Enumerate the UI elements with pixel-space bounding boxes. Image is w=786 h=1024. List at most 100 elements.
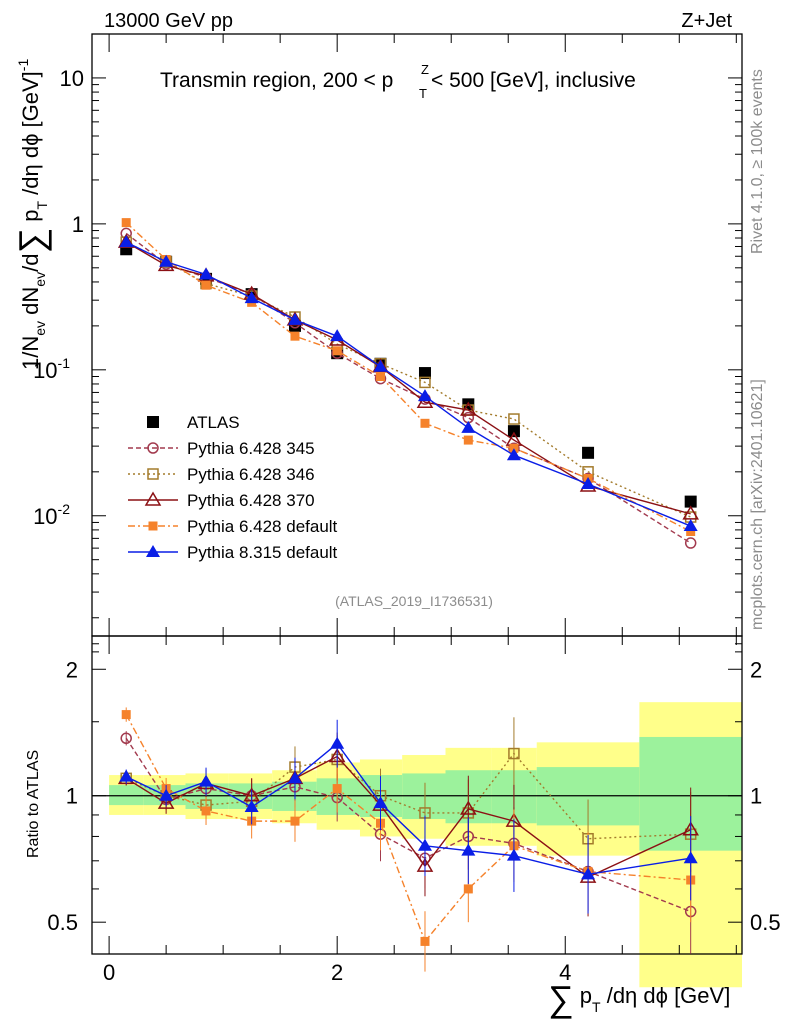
ratio-point — [463, 884, 473, 894]
legend-item: Pythia 6.428 default — [128, 517, 338, 536]
data-point — [508, 413, 520, 425]
mcplots-side-text: mcplots.cern.ch [arXiv:2401.10621] — [749, 379, 766, 630]
ratio-line — [125, 752, 691, 840]
energy-label: 13000 GeV pp — [104, 10, 233, 32]
data-point — [290, 331, 300, 341]
ratio-point — [330, 736, 345, 749]
svg-text:1/Nev dNev/d∑ pT /dη dϕ [GeV]: 1/Nev dNev/d∑ pT /dη dϕ [GeV]-1 — [11, 59, 52, 370]
plot-title-sup: Z — [421, 62, 429, 77]
data-point — [332, 346, 342, 356]
data-point — [330, 329, 345, 342]
ratio-point — [420, 936, 430, 946]
legend-label: Pythia 6.428 346 — [187, 465, 315, 484]
ratio-y-tick-label-left: 1 — [66, 784, 78, 809]
data-point — [376, 371, 386, 381]
main-y-tick-label: 1 — [72, 212, 84, 237]
data-point — [420, 418, 430, 428]
data-point — [506, 448, 521, 461]
data-point — [121, 218, 131, 228]
data-point — [507, 425, 520, 438]
legend-label: Pythia 6.428 345 — [187, 439, 315, 458]
ratio-point — [199, 774, 214, 787]
ratio-point — [120, 732, 132, 745]
legend-item: ATLAS — [147, 413, 240, 432]
legend-label: Pythia 8.315 default — [187, 543, 338, 562]
series-pythia-6-428-default — [121, 218, 696, 537]
x-tick-label: 4 — [559, 960, 571, 985]
legend-marker — [147, 442, 159, 454]
ratio-y-axis-label: Ratio to ATLAS — [25, 750, 42, 858]
ratio-y-tick-label-left: 0.5 — [47, 910, 78, 935]
main-y-tick-label: 10 — [60, 66, 84, 91]
data-point — [201, 280, 211, 290]
legend-marker — [144, 491, 162, 506]
ratio-line — [125, 714, 691, 943]
x-axis-label: ∑ pT /dη dϕ [GeV] — [548, 978, 730, 1019]
data-point — [581, 477, 596, 490]
legend-label: Pythia 6.428 370 — [187, 491, 315, 510]
x-tick-label: 0 — [103, 960, 115, 985]
data-point — [416, 393, 434, 408]
data-point — [244, 291, 259, 304]
ratio-point — [683, 851, 698, 864]
main-series — [117, 218, 699, 549]
ratio-point — [581, 867, 596, 880]
data-point — [684, 537, 697, 549]
legend-label: Pythia 6.428 default — [187, 517, 338, 536]
ratio-line — [125, 737, 691, 913]
ratio-point — [508, 747, 520, 760]
ratio-point — [201, 806, 211, 816]
data-point — [461, 420, 476, 433]
series-pythia-8-315-default — [119, 235, 698, 532]
plot-title-main: Transmin region, 200 < p — [160, 69, 393, 92]
legend: ATLAS Pythia 6.428 345 Pythia 6.428 346 Pyt… — [128, 413, 338, 562]
band-green — [109, 785, 144, 806]
band-green — [316, 778, 360, 815]
ratio-series — [117, 707, 699, 972]
main-y-axis-label: 1/Nev dNev/d∑ pT /dη dϕ [GeV]-1 — [11, 59, 52, 370]
series-line — [125, 241, 691, 515]
main-y-tick-label: 10-2 — [33, 501, 70, 529]
x-tick-label: 2 — [331, 960, 343, 985]
ratio-y-tick-label-right: 1 — [750, 784, 762, 809]
data-point — [686, 527, 696, 537]
series-line — [125, 222, 692, 533]
data-point — [582, 446, 595, 459]
legend-marker — [147, 416, 159, 428]
legend-marker — [146, 545, 160, 557]
ratio-point — [290, 816, 300, 826]
legend-item: Pythia 6.428 370 — [128, 491, 315, 510]
plot-title-sub: T — [419, 86, 427, 101]
ratio-pythia-8-315-default — [119, 719, 698, 914]
ratio-point — [332, 784, 342, 794]
legend-marker — [148, 521, 158, 531]
data-point — [419, 376, 431, 389]
rivet-side-text: Rivet 4.1.0, ≥ 100k events — [749, 69, 766, 254]
ratio-point — [244, 800, 259, 813]
data-point — [417, 389, 432, 402]
plot-title: Transmin region, 200 < p Z T < 500 [GeV]… — [160, 62, 636, 101]
ratio-point — [417, 838, 432, 851]
ratio-point — [373, 796, 388, 809]
legend-label: ATLAS — [187, 413, 240, 432]
ratio-point — [506, 848, 521, 861]
ratio-point — [159, 788, 174, 801]
process-label: Z+Jet — [681, 10, 732, 32]
ratio-point — [460, 800, 477, 815]
series-line — [125, 241, 691, 527]
ratio-y-tick-label-right: 0.5 — [750, 910, 781, 935]
plot-title-rest: < 500 [GeV], inclusive — [431, 69, 636, 92]
ratio-y-tick-label-left: 2 — [66, 657, 78, 682]
main-y-tick-label: 10-1 — [33, 355, 70, 383]
data-point — [418, 367, 431, 380]
legend-marker — [147, 468, 159, 480]
ratio-plot-frame — [91, 635, 743, 955]
svg-text:∑ pT /dη dϕ [GeV]: ∑ pT /dη dϕ [GeV] — [548, 978, 730, 1019]
data-point — [460, 401, 477, 416]
data-point — [287, 312, 302, 325]
data-point — [682, 505, 699, 520]
data-point — [463, 435, 473, 445]
data-point — [373, 359, 388, 372]
ratio-point — [119, 769, 134, 782]
